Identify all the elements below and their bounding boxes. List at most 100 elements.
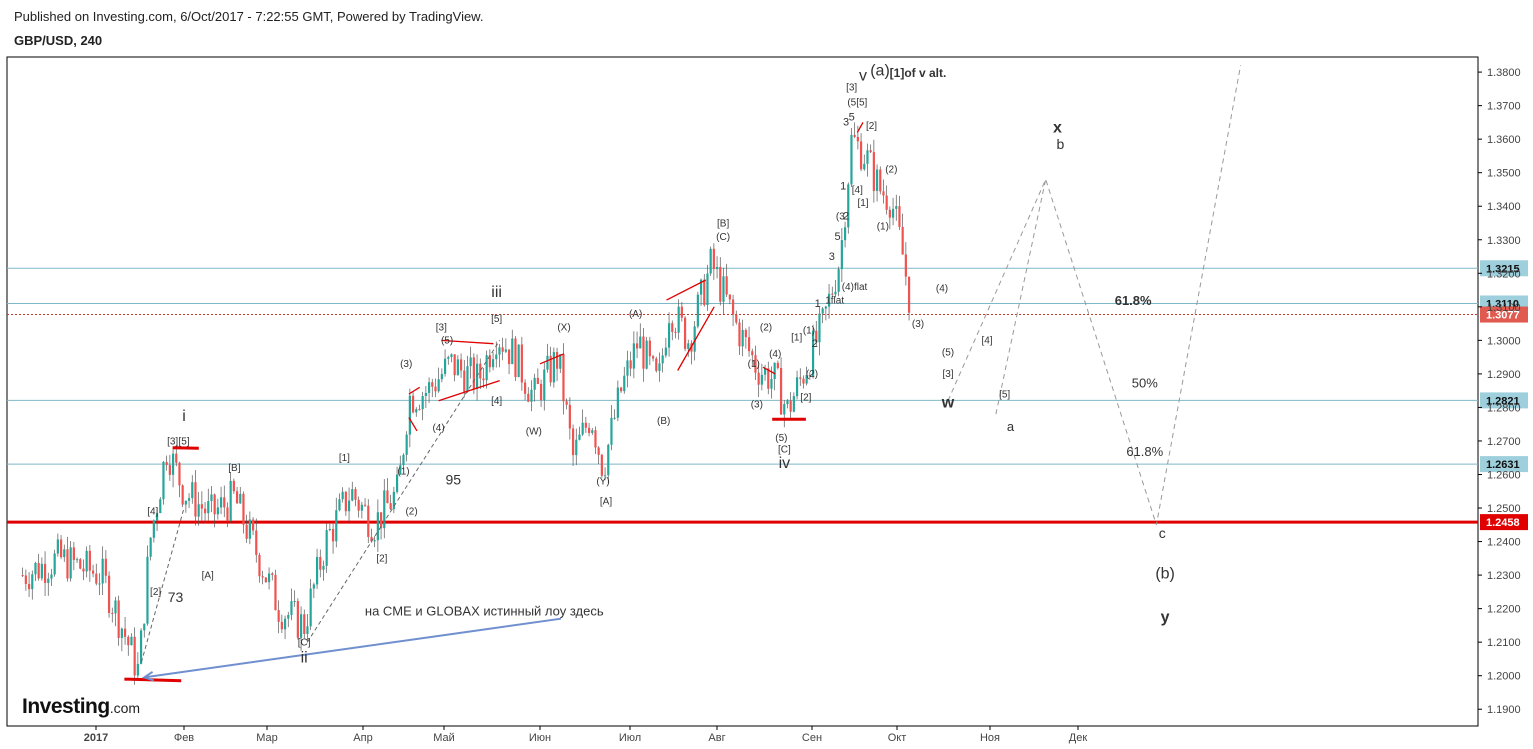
red-channel-line — [438, 379, 500, 402]
candle-body — [584, 422, 587, 428]
candle-body — [677, 306, 680, 333]
candle-body — [274, 574, 277, 611]
candle-body — [191, 482, 194, 499]
candle-body — [239, 493, 242, 504]
candle-body — [703, 279, 706, 306]
candle-body — [373, 540, 376, 542]
candle-body — [171, 453, 175, 475]
candle-body — [744, 329, 747, 338]
wave-label: [5] — [491, 314, 502, 325]
wave-label: [C] — [778, 445, 791, 456]
wave-label: [4] — [491, 396, 502, 407]
candle-body — [498, 347, 501, 355]
candle-body — [194, 482, 197, 517]
logo-main: Investing — [22, 695, 110, 718]
wave-label: [2] — [376, 554, 387, 565]
candle-body — [751, 351, 754, 356]
candle-body — [248, 519, 251, 539]
candle-body — [267, 573, 271, 583]
candle-body — [770, 379, 773, 389]
candle-body — [392, 491, 395, 510]
wave-label: [1] — [857, 198, 868, 209]
wave-label: (3) — [912, 319, 924, 330]
wave-label: (B) — [657, 416, 670, 427]
candle-body — [104, 558, 107, 576]
candle-body — [181, 485, 184, 505]
candle-body — [146, 556, 149, 624]
candle-body — [559, 354, 562, 369]
candle-body — [34, 562, 37, 575]
dashed-trendline — [306, 340, 501, 643]
wave-label: [A] — [202, 570, 214, 581]
wave-label: (2) — [885, 165, 897, 176]
published-info: Published on Investing.com, 6/Oct/2017 -… — [14, 9, 484, 24]
candle-body — [591, 430, 594, 433]
candle-body — [357, 499, 360, 511]
candle-body — [50, 574, 53, 579]
candle-body — [859, 141, 863, 170]
candle-body — [463, 370, 466, 392]
fib-level-label: 50% — [1132, 375, 1158, 390]
candle-body — [469, 357, 472, 367]
candle-body — [507, 349, 511, 365]
candle-body — [402, 454, 405, 466]
x-tick-label: 2017 — [84, 732, 108, 744]
candle-body — [85, 550, 88, 572]
y-tick-label: 1.2300 — [1487, 570, 1521, 582]
candle-body — [117, 600, 120, 638]
candle-body — [47, 578, 50, 583]
candle-body — [143, 623, 146, 631]
annotation-lines-layer — [124, 65, 1242, 683]
x-tick-label: Сен — [802, 732, 822, 744]
candle-body — [741, 329, 744, 347]
candle-body — [264, 577, 267, 583]
candle-body — [159, 499, 162, 514]
candle-body — [632, 343, 635, 369]
y-tick-label: 1.1900 — [1487, 704, 1521, 716]
candle-body — [888, 209, 891, 218]
candle-body — [898, 206, 901, 227]
candle-body — [680, 306, 683, 318]
wave-label: (5[5] — [847, 98, 867, 109]
candle-body — [495, 354, 498, 360]
y-tick-label: 1.2600 — [1487, 469, 1521, 481]
candle-body — [674, 331, 677, 333]
y-tick-label: 1.2900 — [1487, 369, 1521, 381]
candle-body — [831, 293, 834, 295]
candle-body — [664, 347, 667, 356]
wave-label: [5] — [178, 436, 189, 447]
candle-body — [376, 512, 379, 541]
plot-area-frame — [6, 56, 1479, 727]
candle-body — [530, 389, 533, 402]
candle-body — [683, 317, 687, 349]
candle-body — [802, 378, 805, 384]
wave-label: (4) — [432, 423, 444, 434]
candle-body — [24, 575, 27, 584]
candle-body — [258, 554, 261, 577]
candle-body — [485, 355, 488, 381]
wave-label: [A] — [600, 497, 612, 508]
candle-body — [75, 559, 79, 561]
candle-body — [232, 480, 235, 492]
candle-body — [184, 500, 187, 505]
candle-body — [88, 550, 91, 571]
price-tag-label: 1.2631 — [1486, 459, 1520, 471]
candle-body — [303, 614, 306, 635]
candle-body — [619, 387, 623, 392]
candle-body — [43, 563, 47, 583]
current-price-tag-label: 1.3077 — [1486, 310, 1520, 322]
candle-body — [808, 374, 811, 377]
candle-body — [459, 359, 463, 371]
candle-body — [799, 377, 802, 379]
wave-label: (5) — [775, 433, 787, 444]
candle-body — [251, 519, 255, 531]
candle-body — [687, 343, 690, 349]
wave-label: 1flat — [825, 295, 844, 306]
candle-body — [594, 430, 597, 448]
x-tick-label: Фев — [174, 732, 194, 744]
candle-body — [834, 291, 837, 295]
candle-body — [319, 556, 322, 570]
candle-body — [818, 313, 821, 343]
investing-logo[interactable]: Investing.com — [22, 695, 140, 719]
